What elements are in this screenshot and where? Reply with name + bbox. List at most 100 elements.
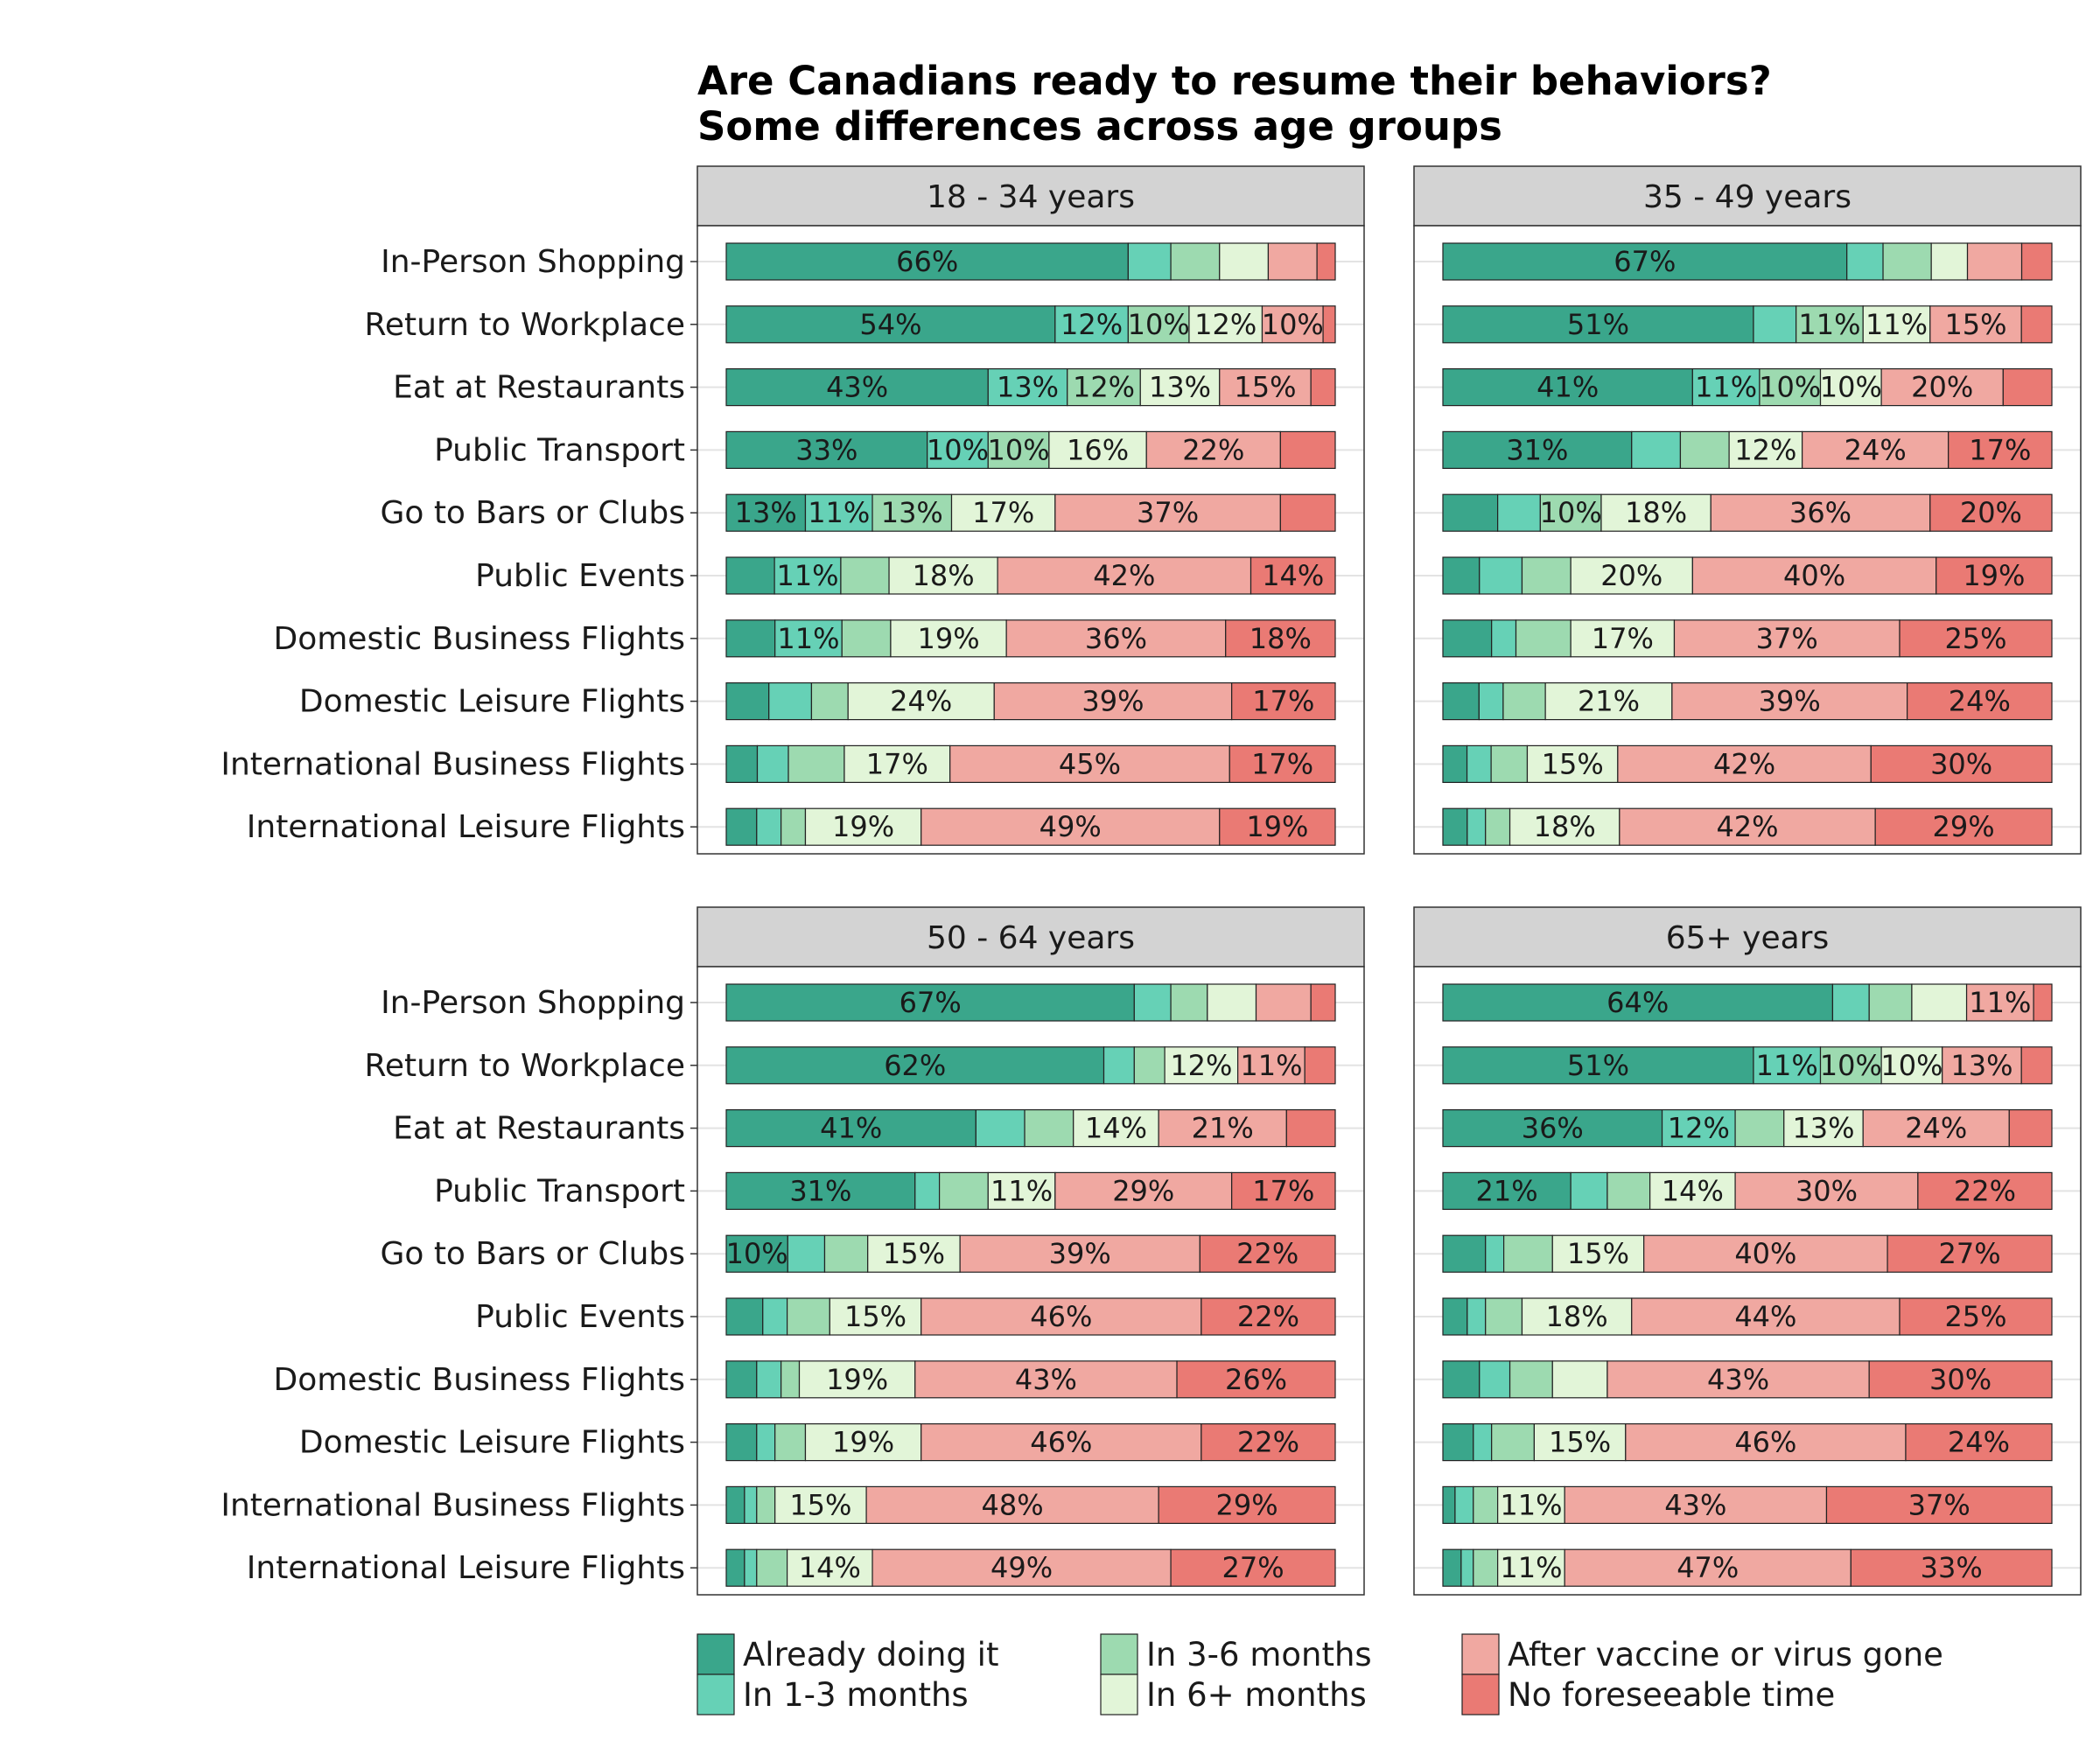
bar-value-label: 11% <box>1240 1049 1302 1082</box>
bar-segment <box>1930 242 1969 281</box>
bar-value-label: 17% <box>1251 747 1313 780</box>
bar-segment <box>1310 368 1336 407</box>
bar-segment <box>774 619 843 658</box>
bar-value-label: 46% <box>1734 1426 1796 1459</box>
bar-value-label: 12% <box>1194 308 1256 341</box>
bar-segment <box>1819 1046 1882 1085</box>
legend-swatch <box>1461 1674 1500 1716</box>
bar-segment <box>1170 1548 1336 1587</box>
bar-segment <box>872 493 953 532</box>
bar-segment <box>1942 1046 2022 1085</box>
bar-segment <box>1228 744 1336 784</box>
bar-segment <box>872 1548 1172 1587</box>
bar-segment <box>725 744 759 784</box>
bar-segment <box>1479 1360 1511 1399</box>
bar-value-label: 17% <box>1252 685 1314 718</box>
bar-segment <box>2033 983 2053 1022</box>
bar-segment <box>1936 556 2053 595</box>
bar-segment <box>1490 744 1529 784</box>
bar-value-label: 11% <box>777 622 839 655</box>
bar-segment <box>725 1297 764 1336</box>
legend-item: No foreseeable time <box>1461 1674 1835 1716</box>
bar-segment <box>840 556 890 595</box>
bar-value-label: 39% <box>1082 685 1144 718</box>
bar-value-label: 18% <box>1546 1300 1608 1333</box>
bar-segment <box>1564 1548 1852 1587</box>
bar-segment <box>1127 242 1172 281</box>
bar-value-label: 13% <box>1792 1112 1854 1145</box>
bar-segment <box>756 807 782 846</box>
bar-value-label: 30% <box>1930 747 1992 780</box>
bar-segment <box>1237 1046 1306 1085</box>
bar-segment <box>1759 368 1822 407</box>
bar-value-label: 40% <box>1734 1237 1796 1270</box>
bar-segment <box>804 493 873 532</box>
bar-value-label: 37% <box>1908 1488 1970 1521</box>
bar-segment <box>725 983 1135 1022</box>
bar-value-label: 13% <box>735 496 797 529</box>
bar-segment <box>1868 1360 2053 1399</box>
bar-segment <box>2008 1108 2053 1148</box>
bar-segment <box>1442 1171 1572 1211</box>
panel-border <box>1413 225 2082 855</box>
bar-value-label: 10% <box>988 433 1050 466</box>
bar-value-label: 22% <box>1236 1237 1298 1270</box>
bar-value-label: 14% <box>799 1551 861 1584</box>
bar-segment <box>1133 1046 1166 1085</box>
bar-segment <box>987 1171 1056 1211</box>
bar-segment <box>1231 1171 1336 1211</box>
bar-value-label: 30% <box>1929 1363 1992 1396</box>
bar-segment <box>1862 1108 2010 1148</box>
bar-value-label: 18% <box>1250 622 1312 655</box>
bar-value-label: 21% <box>1476 1174 1538 1207</box>
bar-segment <box>1139 368 1221 407</box>
category-label: Public Transport <box>434 1173 685 1209</box>
bar-value-label: 15% <box>789 1488 851 1521</box>
bar-value-label: 15% <box>1944 308 2006 341</box>
category-label: Domestic Business Flights <box>273 1362 685 1398</box>
bar-value-label: 19% <box>1963 559 2025 592</box>
bar-segment <box>780 1360 801 1399</box>
category-label: Public Events <box>475 558 685 594</box>
bar-value-label: 62% <box>884 1049 946 1082</box>
bar-value-label: 17% <box>1592 622 1654 655</box>
bar-segment <box>1606 1360 1870 1399</box>
bar-segment <box>774 556 842 595</box>
bar-value-label: 10% <box>1128 308 1190 341</box>
bar-value-label: 25% <box>1944 622 2006 655</box>
bar-segment <box>1255 983 1312 1022</box>
bar-segment <box>804 807 922 846</box>
panel-title: 35 - 49 years <box>1643 179 1852 215</box>
bar-value-label: 13% <box>1950 1049 2012 1082</box>
bar-value-label: 12% <box>1060 308 1123 341</box>
bar-segment <box>1502 1234 1553 1273</box>
bar-value-label: 19% <box>1246 810 1308 843</box>
bar-segment <box>1048 430 1147 469</box>
bar-segment <box>1005 619 1227 658</box>
bar-value-label: 41% <box>820 1112 882 1145</box>
bar-segment <box>1521 556 1572 595</box>
bar-value-label: 19% <box>917 622 979 655</box>
bar-segment <box>920 1422 1202 1462</box>
category-label: Return to Workplace <box>364 307 685 343</box>
bar-value-label: 20% <box>1600 559 1662 592</box>
category-label: Go to Bars or Clubs <box>380 495 685 531</box>
bar-value-label: 16% <box>1067 433 1129 466</box>
bar-segment <box>756 744 789 784</box>
bar-segment <box>1207 983 1257 1022</box>
bar-segment <box>1679 430 1730 469</box>
bar-segment <box>997 556 1252 595</box>
bar-segment <box>725 1171 916 1211</box>
bar-segment <box>1442 1360 1480 1399</box>
bar-value-label: 24% <box>890 685 952 718</box>
bar-segment <box>1617 744 1872 784</box>
bar-value-label: 49% <box>990 1551 1053 1584</box>
bar-segment <box>1442 430 1633 469</box>
bar-value-label: 11% <box>1798 308 1860 341</box>
category-label: Domestic Leisure Flights <box>299 684 685 720</box>
legend-swatch <box>696 1633 735 1675</box>
bar-segment <box>1631 430 1682 469</box>
bar-segment <box>1170 242 1221 281</box>
bar-segment <box>1316 242 1336 281</box>
bar-segment <box>1965 983 2034 1022</box>
